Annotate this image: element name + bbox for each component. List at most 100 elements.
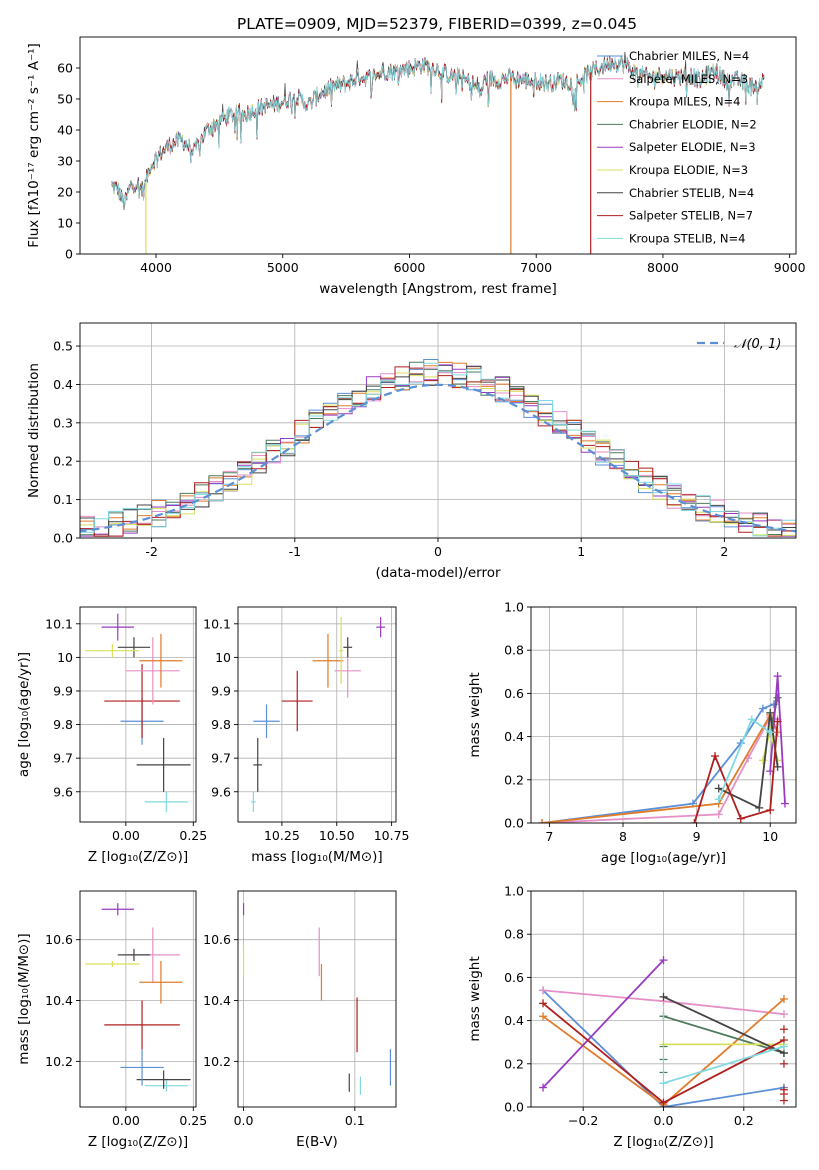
y-tick-label: 10.2 bbox=[203, 1054, 231, 1069]
y-tick-label: 9.6 bbox=[53, 784, 73, 799]
axes-frame bbox=[79, 36, 797, 255]
weight-line bbox=[718, 712, 779, 810]
x-tick-label: 0.00 bbox=[112, 828, 140, 843]
x-axis-label: E(B-V) bbox=[296, 1134, 338, 1150]
y-tick-label: 10.1 bbox=[45, 616, 73, 631]
x-tick-label: 0.2 bbox=[734, 1113, 754, 1128]
plot-area-mass_weight_vs_age bbox=[538, 672, 789, 823]
y-tick-label: 9.9 bbox=[53, 683, 73, 698]
y-tick-label: 10.2 bbox=[45, 1054, 73, 1069]
plot-area-residuals bbox=[80, 359, 796, 537]
y-tick-label: 10 bbox=[57, 216, 73, 231]
x-tick-label: 0.1 bbox=[345, 1113, 365, 1128]
y-tick-label: 10 bbox=[57, 650, 73, 665]
axes-frame bbox=[79, 606, 197, 823]
x-axis-label: Z [log₁₀(Z/Z⊙)] bbox=[88, 849, 188, 865]
y-tick-label: 0 bbox=[65, 247, 73, 262]
axes-frame bbox=[530, 606, 797, 824]
legend-label: Salpeter MILES, N=3 bbox=[629, 72, 748, 86]
panel-mass_weight_vs_age: 7 8 9 10 0.0 0.2 0.4 0.6 0.8 1.0 age [log₁₀(age/yr… bbox=[467, 600, 797, 866]
y-tick-label: 0.2 bbox=[53, 454, 73, 469]
x-tick-label: 4000 bbox=[140, 260, 172, 275]
y-tick-label: 0.0 bbox=[504, 1100, 524, 1115]
x-tick-label: 7000 bbox=[520, 260, 552, 275]
x-tick-label: 6000 bbox=[394, 260, 426, 275]
panel-spectrum: 4000 5000 6000 7000 8000 9000 0 10 20 30 40 50 60 wav… bbox=[26, 36, 806, 297]
plot-area-mass_weight_vs_Z bbox=[539, 956, 788, 1107]
weight-line bbox=[542, 989, 785, 1107]
x-axis-label: wavelength [Angstrom, rest frame] bbox=[319, 281, 557, 297]
histogram-series bbox=[80, 366, 796, 537]
legend-label: 𝒩(0, 1) bbox=[734, 337, 781, 352]
y-tick-label: 1.0 bbox=[504, 884, 524, 899]
weight-line bbox=[542, 959, 665, 1089]
x-tick-label: 9 bbox=[693, 829, 701, 844]
y-axis-label: Normed distribution bbox=[26, 363, 42, 498]
axes-frame bbox=[237, 890, 397, 1108]
plot-area-mass_vs_EBV bbox=[242, 903, 392, 1095]
x-tick-label: 8 bbox=[619, 829, 627, 844]
x-tick-label: 0.25 bbox=[179, 1113, 207, 1128]
y-axis-label: mass weight bbox=[467, 672, 483, 757]
weight-line bbox=[663, 995, 785, 1054]
x-tick-label: 1 bbox=[577, 544, 585, 559]
x-tick-label: 10.75 bbox=[374, 828, 410, 843]
x-tick-label: -2 bbox=[145, 544, 157, 559]
y-tick-label: 1.0 bbox=[504, 600, 524, 615]
legend-label: Chabrier STELIB, N=4 bbox=[629, 186, 754, 200]
x-tick-label: 0 bbox=[434, 544, 442, 559]
axes-frame bbox=[530, 890, 797, 1108]
y-tick-label: 0.2 bbox=[504, 772, 524, 787]
x-tick-label: 7 bbox=[545, 829, 553, 844]
y-tick-label: 10 bbox=[215, 650, 231, 665]
axes-frame bbox=[79, 890, 197, 1108]
panel-mass_vs_EBV: 0.0 0.1 10.2 10.4 10.6 E(B-V) bbox=[203, 890, 397, 1150]
y-tick-label: 20 bbox=[57, 185, 73, 200]
y-axis-label: mass [log₁₀(M/M⊙)] bbox=[16, 933, 32, 1064]
y-tick-label: 10.1 bbox=[203, 616, 231, 631]
x-tick-label: 5000 bbox=[267, 260, 299, 275]
normal-curve bbox=[80, 383, 796, 533]
x-tick-label: 10 bbox=[762, 829, 778, 844]
x-axis-label: age [log₁₀(age/yr)] bbox=[601, 850, 726, 866]
y-axis-label: Flux [fλ10⁻¹⁷ erg cm⁻² s⁻¹ A⁻¹] bbox=[26, 43, 42, 248]
panel-age_vs_Z: 0.00 0.25 9.6 9.7 9.8 9.9 10 10.1 Z [log₁₀(Z/Z⊙)… bbox=[16, 606, 207, 865]
y-tick-label: 0.4 bbox=[53, 377, 73, 392]
plot-area-spectrum bbox=[111, 51, 765, 254]
x-tick-label: 10.50 bbox=[319, 828, 355, 843]
x-axis-label: mass [log₁₀(M/M⊙)] bbox=[251, 849, 382, 865]
y-tick-label: 0.0 bbox=[53, 531, 73, 546]
y-tick-label: 10.4 bbox=[45, 993, 73, 1008]
legend-label: Chabrier ELODIE, N=2 bbox=[629, 117, 757, 131]
y-tick-label: 0.3 bbox=[53, 415, 73, 430]
y-tick-label: 0.8 bbox=[504, 643, 524, 658]
weight-line bbox=[541, 703, 775, 823]
x-tick-label: 0.0 bbox=[234, 1113, 254, 1128]
histogram-series bbox=[80, 362, 796, 537]
weight-line bbox=[663, 1015, 785, 1054]
y-tick-label: 9.6 bbox=[211, 784, 231, 799]
y-tick-label: 50 bbox=[57, 92, 73, 107]
legend-label: Chabrier MILES, N=4 bbox=[629, 49, 749, 63]
x-tick-label: 2 bbox=[720, 544, 728, 559]
y-tick-label: 10.6 bbox=[203, 932, 231, 947]
x-tick-label: −0.2 bbox=[568, 1113, 598, 1128]
legend-label: Salpeter STELIB, N=7 bbox=[629, 209, 753, 223]
axes-frame bbox=[79, 322, 797, 539]
y-tick-label: 9.7 bbox=[53, 751, 73, 766]
x-tick-label: 0.25 bbox=[179, 828, 207, 843]
legend-label: Salpeter ELODIE, N=3 bbox=[629, 140, 756, 154]
plot-area-mass_vs_Z bbox=[85, 903, 191, 1092]
legend-label: Kroupa STELIB, N=4 bbox=[629, 231, 746, 245]
panel-age_vs_mass: 10.25 10.50 10.75 9.6 9.7 9.8 9.9 10 10.1 mass [l… bbox=[203, 606, 410, 865]
x-tick-label: 9000 bbox=[774, 260, 806, 275]
y-tick-label: 0.1 bbox=[53, 492, 73, 507]
y-tick-label: 10.4 bbox=[203, 993, 231, 1008]
axes-frame bbox=[237, 606, 397, 823]
y-tick-label: 40 bbox=[57, 123, 73, 138]
x-tick-label: 0.00 bbox=[112, 1113, 140, 1128]
y-tick-label: 0.2 bbox=[504, 1056, 524, 1071]
x-tick-label: 8000 bbox=[647, 260, 679, 275]
y-tick-label: 60 bbox=[57, 61, 73, 76]
